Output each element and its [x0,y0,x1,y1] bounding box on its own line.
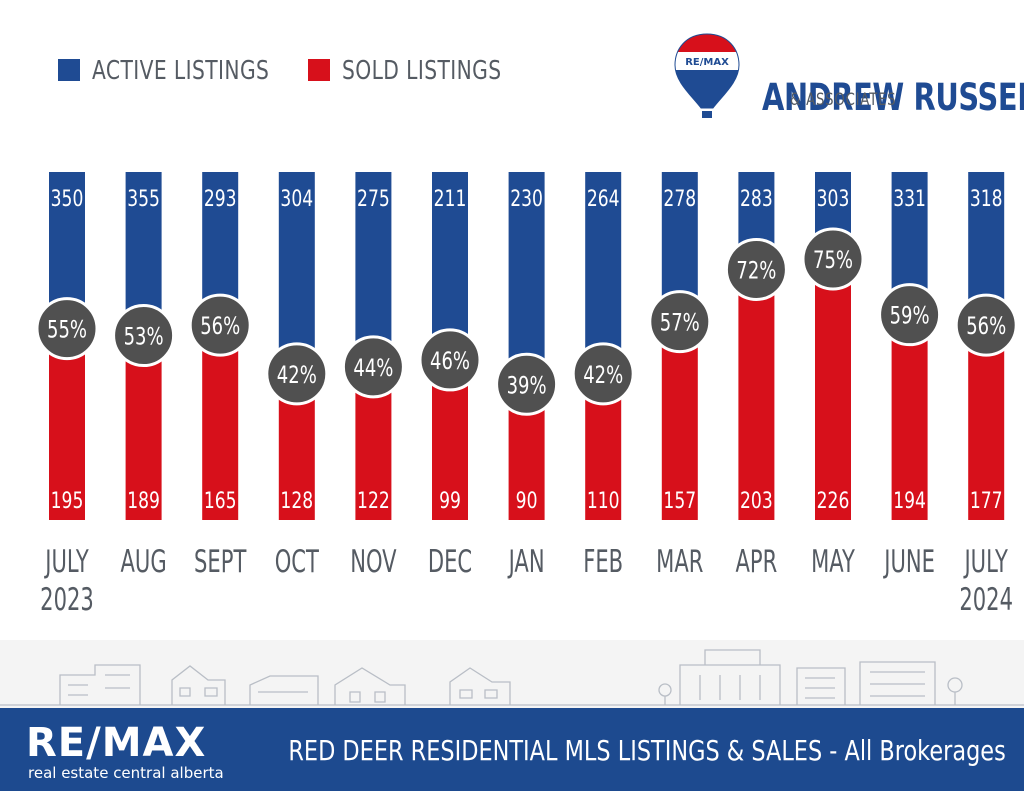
x-tick-label: 2024 [959,582,1013,618]
active-value-label: 278 [663,186,696,212]
x-tick-label: JUNE [883,544,935,580]
sold-value-label: 203 [740,488,773,514]
ratio-label: 44% [353,354,393,382]
footer-remax-logo: RE/MAX [26,720,207,766]
x-tick-label: FEB [583,544,623,580]
sold-value-label: 177 [970,488,1003,514]
ratio-label: 42% [583,361,623,389]
x-tick-label: JULY [44,544,90,580]
active-value-label: 318 [970,186,1003,212]
ratio-label: 39% [507,372,547,400]
active-value-label: 331 [893,186,926,212]
ratio-label: 72% [736,257,776,285]
brand-logo: RE/MAX ANDREW RUSSELL & ASSOCIATES [672,30,1024,125]
sold-value-label: 99 [439,488,461,514]
ratio-circle [648,290,712,354]
legend-label-active: ACTIVE LISTINGS [92,56,270,86]
sold-bar [968,325,1005,520]
x-tick-label: AUG [121,544,167,580]
ratio-circle [801,227,865,291]
sold-bar [891,314,928,520]
sold-value-label: 157 [663,488,696,514]
chart-legend: ACTIVE LISTINGS SOLD LISTINGS [58,56,558,86]
x-tick-label: SEPT [194,544,247,580]
sold-value-label: 194 [893,488,926,514]
legend-swatch-sold [308,59,330,81]
ratio-label: 56% [200,313,240,341]
ratio-circle [35,297,99,361]
x-tick-label: NOV [350,544,396,580]
x-tick-label: MAR [656,544,703,580]
x-tick-label: APR [736,544,778,580]
active-bar [278,172,315,374]
sold-bar [815,259,851,520]
chart-title: RED DEER RESIDENTIAL MLS LISTINGS & SALE… [288,734,1006,767]
ratio-label: 75% [813,247,853,275]
balloon-text: RE/MAX [685,57,729,68]
sold-value-label: 189 [127,488,160,514]
sold-value-label: 110 [587,488,620,514]
sold-bar [738,269,775,520]
ratio-label: 57% [660,309,700,337]
ratio-label: 55% [47,316,87,344]
x-tick-label: 2023 [40,582,94,618]
active-bar [585,172,622,374]
ratio-label: 59% [890,302,930,330]
legend-swatch-active [58,59,80,81]
x-tick-label: DEC [428,544,472,580]
active-value-label: 304 [280,186,313,212]
active-value-label: 211 [434,186,467,212]
sold-value-label: 90 [516,488,538,514]
brand-subtitle: & ASSOCIATES [790,90,897,110]
footer-logo-subtitle: real estate central alberta [28,764,224,782]
legend-label-sold: SOLD LISTINGS [342,56,502,86]
active-bar [508,172,545,385]
sold-bar [661,321,698,520]
sold-value-label: 195 [51,488,84,514]
ratio-circle [188,293,252,357]
active-value-label: 230 [510,186,543,212]
footer-banner: RE/MAX real estate central alberta RED D… [0,708,1024,791]
town-skyline-illustration [0,640,1024,710]
ratio-circle [954,293,1018,357]
sold-bar [49,328,85,520]
ratio-label: 56% [966,313,1006,341]
x-tick-label: MAY [811,544,855,580]
x-tick-label: JAN [507,544,545,580]
active-value-label: 350 [51,186,84,212]
sold-value-label: 165 [204,488,237,514]
ratio-circle [418,328,482,392]
active-value-label: 303 [817,186,850,212]
listings-chart: 35019555%JULY202335518953%AUG29316556%SE… [35,172,1018,618]
remax-balloon-icon: RE/MAX [674,33,740,118]
brand-name: ANDREW RUSSELL [762,76,1024,119]
active-value-label: 293 [204,186,237,212]
active-value-label: 283 [740,186,773,212]
ratio-label: 46% [430,347,470,375]
x-tick-label: OCT [275,544,320,580]
ratio-label: 42% [277,361,317,389]
ratio-circle [265,342,329,406]
ratio-circle [495,352,559,416]
sold-value-label: 226 [817,488,850,514]
sold-bar [202,325,239,520]
ratio-label: 53% [124,323,164,351]
active-bar [355,172,392,367]
sold-value-label: 128 [280,488,313,514]
ratio-circle [112,304,176,368]
sold-value-label: 122 [357,488,390,514]
ratio-circle [878,283,942,347]
ratio-circle [571,342,635,406]
active-value-label: 355 [127,186,160,212]
ratio-circle [341,335,405,399]
active-value-label: 264 [587,186,620,212]
ratio-circle [724,237,788,301]
x-tick-label: JULY [963,544,1009,580]
active-value-label: 275 [357,186,390,212]
